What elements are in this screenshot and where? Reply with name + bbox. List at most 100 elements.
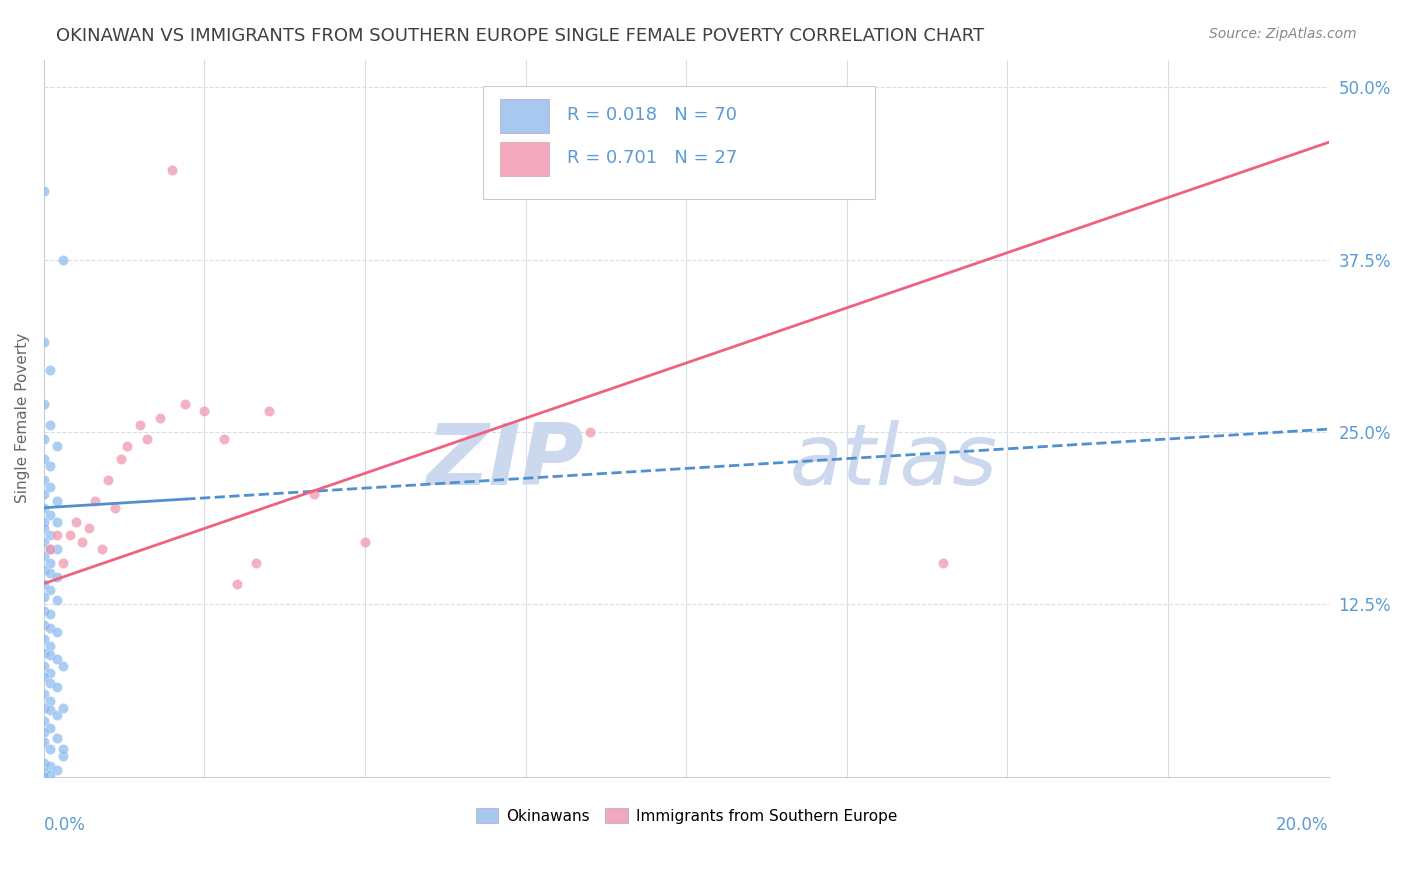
Point — [45, 731, 67, 745]
Point — [32, 714, 55, 729]
Point — [52, 700, 75, 714]
Legend: Okinawans, Immigrants from Southern Europe: Okinawans, Immigrants from Southern Euro… — [470, 802, 903, 830]
FancyBboxPatch shape — [501, 99, 548, 134]
Point — [32, 563, 55, 577]
Point — [39, 542, 62, 557]
Point — [32, 618, 55, 632]
Point — [45, 652, 67, 666]
Text: R = 0.018   N = 70: R = 0.018 N = 70 — [567, 106, 737, 124]
Point — [39, 722, 62, 736]
Point — [32, 659, 55, 673]
Point — [39, 666, 62, 681]
FancyBboxPatch shape — [484, 87, 875, 200]
Point — [354, 535, 377, 549]
Point — [90, 542, 112, 557]
Point — [45, 542, 67, 557]
Point — [32, 646, 55, 660]
Point — [39, 694, 62, 708]
Text: ZIP: ZIP — [426, 419, 583, 502]
Point — [193, 404, 215, 418]
Point — [45, 680, 67, 694]
Point — [32, 335, 55, 350]
Point — [72, 535, 94, 549]
Point — [65, 515, 87, 529]
Point — [579, 425, 602, 439]
Point — [225, 576, 247, 591]
Point — [32, 687, 55, 701]
Point — [39, 459, 62, 474]
Point — [32, 604, 55, 618]
Point — [39, 758, 62, 772]
Point — [32, 700, 55, 714]
Point — [52, 252, 75, 267]
Point — [32, 521, 55, 535]
Point — [117, 439, 139, 453]
Point — [32, 591, 55, 605]
Point — [39, 417, 62, 432]
Point — [39, 607, 62, 621]
Point — [45, 707, 67, 722]
Point — [45, 763, 67, 777]
Point — [39, 742, 62, 756]
Point — [45, 528, 67, 542]
Point — [45, 593, 67, 607]
Point — [39, 583, 62, 598]
Point — [39, 508, 62, 522]
Point — [302, 487, 325, 501]
Point — [45, 624, 67, 639]
Point — [32, 735, 55, 749]
Point — [32, 452, 55, 467]
Point — [32, 725, 55, 739]
Point — [32, 549, 55, 563]
Point — [84, 493, 107, 508]
Point — [45, 439, 67, 453]
Point — [39, 703, 62, 717]
Point — [32, 535, 55, 549]
Point — [39, 480, 62, 494]
Point — [39, 542, 62, 557]
Y-axis label: Single Female Poverty: Single Female Poverty — [15, 333, 30, 503]
Point — [32, 765, 55, 780]
Text: 20.0%: 20.0% — [1277, 816, 1329, 834]
Point — [77, 521, 100, 535]
Point — [45, 570, 67, 584]
Point — [39, 768, 62, 782]
Point — [52, 742, 75, 756]
Point — [39, 621, 62, 635]
Point — [212, 432, 235, 446]
Point — [32, 632, 55, 646]
Point — [45, 515, 67, 529]
Point — [932, 556, 955, 570]
Point — [39, 676, 62, 690]
Point — [52, 556, 75, 570]
Text: R = 0.701   N = 27: R = 0.701 N = 27 — [567, 149, 737, 167]
Point — [245, 556, 267, 570]
Point — [97, 473, 120, 487]
Point — [129, 417, 152, 432]
Point — [32, 184, 55, 198]
Point — [39, 556, 62, 570]
Point — [32, 670, 55, 684]
Point — [58, 528, 80, 542]
Point — [32, 487, 55, 501]
Text: OKINAWAN VS IMMIGRANTS FROM SOUTHERN EUROPE SINGLE FEMALE POVERTY CORRELATION CH: OKINAWAN VS IMMIGRANTS FROM SOUTHERN EUR… — [56, 27, 984, 45]
Point — [39, 648, 62, 663]
Point — [32, 397, 55, 411]
Point — [162, 162, 184, 177]
Point — [32, 515, 55, 529]
Point — [52, 659, 75, 673]
Point — [103, 500, 125, 515]
Point — [148, 411, 170, 425]
Point — [174, 397, 197, 411]
Point — [45, 493, 67, 508]
Text: Source: ZipAtlas.com: Source: ZipAtlas.com — [1209, 27, 1357, 41]
Point — [32, 432, 55, 446]
Point — [32, 576, 55, 591]
Point — [32, 756, 55, 770]
Point — [32, 500, 55, 515]
Text: 0.0%: 0.0% — [44, 816, 86, 834]
Point — [32, 473, 55, 487]
Point — [39, 363, 62, 377]
Text: atlas: atlas — [789, 419, 997, 502]
Point — [257, 404, 280, 418]
